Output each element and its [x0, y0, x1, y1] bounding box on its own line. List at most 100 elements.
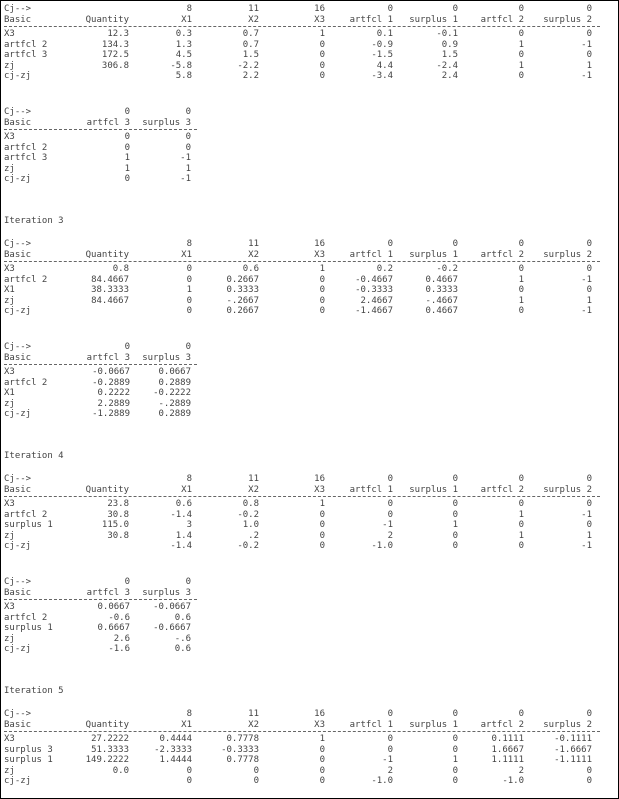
cell-value: 0 [452, 776, 458, 786]
row-label: artfcl 2 [4, 274, 48, 285]
cell-value: artfcl 1 [349, 484, 393, 495]
cell-value: 2 [518, 765, 524, 776]
row-label: Cj--> [4, 107, 32, 117]
cell-value: 0 [186, 306, 192, 316]
cell-value: X1 [181, 719, 192, 730]
cell-value: 0.4444 [159, 734, 192, 744]
cell-value: 4.5 [175, 50, 192, 60]
cell-value: 1.6667 [491, 744, 524, 755]
cell-value: 27.2222 [91, 734, 129, 744]
cell-value: 134.3 [101, 39, 129, 50]
row-label: Cj--> [4, 239, 32, 249]
cell-value: 0.3 [175, 29, 192, 39]
cell-value: -1.2889 [92, 409, 130, 419]
row-label: cj-zj [4, 306, 32, 316]
cell-value: 2.6 [113, 633, 130, 644]
cell-value: 0 [586, 499, 592, 509]
cell-value: 0 [518, 306, 524, 316]
cell-value: 0 [319, 755, 325, 765]
cell-value: 0 [518, 50, 524, 60]
row-label: cj-zj [4, 174, 32, 184]
cell-value: 1 [185, 163, 191, 174]
row-label: artfcl 2 [4, 142, 48, 153]
cell-value: artfcl 3 [86, 587, 130, 598]
cell-value: 0 [452, 744, 458, 755]
cell-value: -.2889 [158, 398, 191, 409]
cell-value: -1 [581, 39, 592, 50]
cell-value: 0 [586, 285, 592, 295]
cell-value: 1 [518, 295, 524, 306]
row-label: zj [4, 765, 15, 776]
cell-value: 1.4444 [159, 755, 192, 765]
cell-value: 0.6667 [97, 623, 130, 633]
cell-value: artfcl 2 [480, 249, 524, 260]
cell-value: 306.8 [101, 60, 129, 71]
cell-value: -1.4667 [355, 306, 393, 316]
cell-value: 0 [586, 709, 592, 719]
cell-value: 8 [186, 474, 192, 484]
cell-value: 1 [518, 530, 524, 541]
cell-value: X3 [314, 249, 325, 260]
cell-value: surplus 2 [543, 14, 592, 25]
cell-value: -1 [581, 274, 592, 285]
cell-value: 1 [518, 509, 524, 520]
cell-value: 11 [248, 239, 259, 249]
cell-value: 0 [186, 776, 192, 786]
cell-value: 0 [452, 499, 458, 509]
cell-value: -2.4 [436, 60, 458, 71]
cell-value: -1 [382, 755, 393, 765]
cell-value: 0 [586, 520, 592, 530]
row-label: Cj--> [4, 474, 32, 484]
row-label: X1 [4, 285, 15, 295]
row-label: artfcl 2 [4, 612, 48, 623]
cell-value: Quantity [85, 719, 129, 730]
cell-value: Quantity [85, 484, 129, 495]
cell-value: 0 [387, 744, 393, 755]
cell-value: -0.6667 [153, 623, 191, 633]
cell-value: 0 [452, 239, 458, 249]
cell-value: 0 [586, 29, 592, 39]
cell-value: 0 [319, 306, 325, 316]
cell-value: 0 [387, 509, 393, 520]
row-label: X1 [4, 388, 15, 398]
cell-value: -1.0 [371, 541, 393, 551]
row-label: X3 [4, 602, 15, 612]
cell-value: 0.0667 [158, 367, 191, 377]
cell-value: 0 [185, 577, 191, 587]
row-label: surplus 1 [4, 755, 53, 765]
cell-value: 0.3333 [226, 285, 259, 295]
cell-value: 0.7778 [226, 755, 259, 765]
cell-value: X3 [314, 14, 325, 25]
cell-value: 5.8 [175, 71, 192, 81]
cell-value: 172.5 [101, 50, 129, 60]
cell-value: .2 [248, 530, 259, 541]
cell-value: Quantity [85, 14, 129, 25]
cell-value: 0 [387, 4, 393, 14]
cell-value: 1.3 [175, 39, 192, 50]
row-label: X3 [4, 29, 15, 39]
cell-value: artfcl 3 [86, 352, 130, 363]
cell-value: X1 [181, 249, 192, 260]
cell-value: 0 [586, 239, 592, 249]
cell-value: -0.1111 [554, 734, 592, 744]
cell-value: 1.0 [242, 520, 259, 530]
cell-value: 0 [518, 239, 524, 249]
cell-value: 0.0667 [97, 602, 130, 612]
cell-value: -1 [581, 71, 592, 81]
cell-value: 1 [319, 734, 325, 744]
cell-value: 0.8 [242, 499, 259, 509]
cell-value: surplus 2 [543, 249, 592, 260]
cell-value: 0.6 [174, 644, 191, 654]
cell-value: -3.4 [371, 71, 393, 81]
row-label: X3 [4, 734, 15, 744]
cell-value: 0 [185, 142, 191, 153]
dashed-separator [4, 129, 197, 130]
cell-value: X2 [248, 484, 259, 495]
cell-value: 8 [186, 4, 192, 14]
row-label: artfcl 3 [4, 153, 48, 163]
cell-value: artfcl 1 [349, 249, 393, 260]
cell-value: -1.5 [371, 50, 393, 60]
cell-value: 0 [319, 285, 325, 295]
cell-value: -0.3333 [355, 285, 393, 295]
